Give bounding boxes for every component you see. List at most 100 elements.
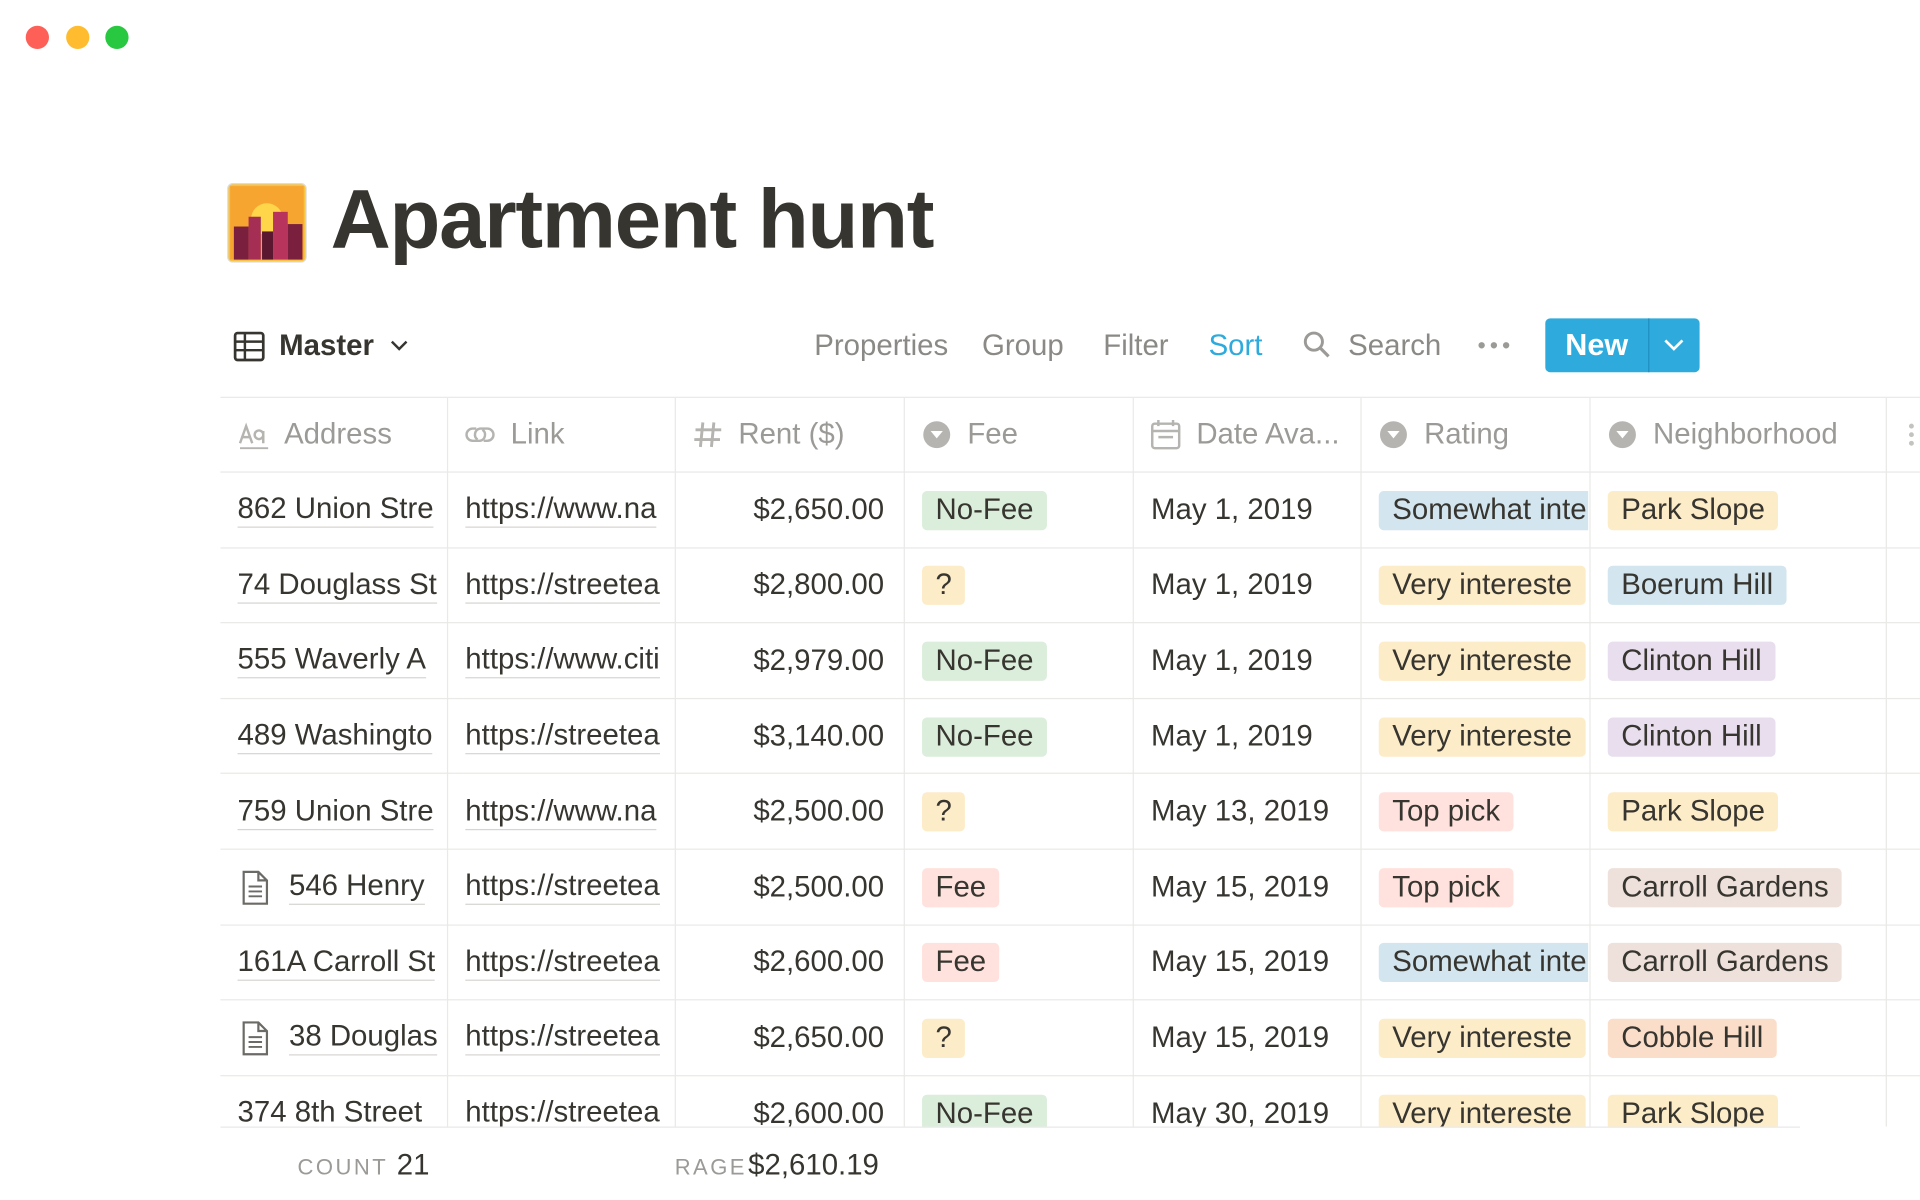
- properties-button[interactable]: Properties: [814, 329, 949, 363]
- column-divider: [446, 397, 449, 1127]
- neighborhood-tag: Carroll Gardens: [1607, 943, 1843, 983]
- column-name: Fee: [967, 417, 1018, 451]
- filter-button[interactable]: Filter: [1103, 329, 1169, 363]
- fee-tag: ?: [922, 566, 966, 606]
- address-text[interactable]: 489 Washingto: [237, 719, 433, 755]
- link-cell: https://www.citi: [447, 623, 692, 698]
- rating-cell: Somewhat inte: [1360, 473, 1589, 548]
- table-top-border: [220, 396, 1920, 398]
- new-button[interactable]: New: [1565, 328, 1629, 363]
- view-chevron[interactable]: [389, 337, 409, 354]
- rating-tag: Very intereste: [1378, 1018, 1586, 1058]
- neighborhood-tag: Cobble Hill: [1607, 1018, 1777, 1058]
- link-text[interactable]: https://streetea: [465, 719, 660, 755]
- rating-cell: Very intereste: [1360, 1001, 1588, 1076]
- link-text[interactable]: https://streetea: [465, 1021, 660, 1057]
- address-text[interactable]: 74 Douglass St: [237, 568, 437, 604]
- link-cell: https://streetea: [447, 850, 692, 925]
- fee-tag: No-Fee: [922, 717, 1047, 757]
- date-text: May 30, 2019: [1151, 1096, 1330, 1127]
- column-header[interactable]: Link: [447, 398, 675, 471]
- minimize-button[interactable]: [66, 25, 90, 49]
- date-cell: May 15, 2019: [1133, 1001, 1378, 1076]
- close-button[interactable]: [25, 25, 49, 49]
- address-text[interactable]: 759 Union Stre: [237, 794, 434, 830]
- fee-cell: No-Fee: [904, 1076, 1132, 1127]
- column-type-icon: [1380, 421, 1407, 449]
- rent-cell: $2,650.00: [675, 473, 903, 548]
- address-text[interactable]: 555 Waverly A: [237, 643, 426, 679]
- search-icon[interactable]: [1303, 331, 1332, 360]
- address-text[interactable]: 546 Henry: [288, 870, 425, 906]
- neighborhood-cell: Carroll Gardens: [1589, 850, 1884, 925]
- link-text[interactable]: https://www.na: [465, 794, 657, 830]
- neighborhood-cell: Boerum Hill: [1589, 548, 1884, 623]
- rating-tag: Top pick: [1378, 792, 1514, 832]
- column-header[interactable]: Rating: [1360, 398, 1589, 471]
- date-cell: May 1, 2019: [1133, 699, 1378, 774]
- rating-tag: Very intereste: [1378, 717, 1586, 757]
- rent-cell: $2,650.00: [675, 1001, 903, 1076]
- new-dropdown[interactable]: [1663, 337, 1685, 354]
- link-cell: https://streetea: [447, 548, 692, 623]
- more-button[interactable]: [1477, 339, 1514, 351]
- column-name: Rating: [1424, 417, 1510, 451]
- column-header[interactable]: Date Ava...: [1133, 398, 1361, 471]
- page-title: Apartment hunt: [330, 172, 935, 266]
- date-cell: May 1, 2019: [1133, 548, 1378, 623]
- neighborhood-cell: Cobble Hill: [1589, 1001, 1884, 1076]
- link-text[interactable]: https://www.na: [465, 493, 657, 529]
- date-text: May 1, 2019: [1151, 719, 1313, 753]
- link-text[interactable]: https://streetea: [465, 568, 660, 604]
- link-text[interactable]: https://streetea: [465, 945, 660, 981]
- link-cell: https://www.na: [447, 473, 692, 548]
- date-cell: May 13, 2019: [1133, 774, 1378, 849]
- address-text[interactable]: 161A Carroll St: [237, 945, 436, 981]
- column-name: Date Ava...: [1196, 417, 1340, 451]
- rating-cell: Very intereste: [1360, 548, 1588, 623]
- row-divider: [220, 999, 1920, 1001]
- address-text[interactable]: 862 Union Stre: [237, 493, 434, 529]
- address-text[interactable]: 38 Douglas: [288, 1021, 438, 1057]
- neighborhood-tag: Clinton Hill: [1607, 717, 1776, 757]
- fee-cell: Fee: [904, 925, 1132, 1000]
- date-text: May 1, 2019: [1151, 644, 1313, 678]
- link-cell: https://streetea: [447, 1076, 692, 1126]
- fee-cell: ?: [904, 1001, 1132, 1076]
- fee-tag: No-Fee: [922, 490, 1047, 530]
- column-header[interactable]: Rent ($): [675, 398, 904, 471]
- link-cell: https://www.na: [447, 774, 692, 849]
- rent-cell: $2,800.00: [675, 548, 903, 623]
- link-text[interactable]: https://www.citi: [465, 643, 660, 679]
- column-header[interactable]: Address: [220, 398, 447, 471]
- rent-cell: $2,600.00: [675, 925, 903, 1000]
- neighborhood-tag: Park Slope: [1607, 792, 1779, 832]
- column-header[interactable]: Fee: [904, 398, 1133, 471]
- sort-button[interactable]: Sort: [1208, 329, 1263, 363]
- rent-text: $2,800.00: [753, 568, 885, 602]
- table-bottom-border: [220, 1126, 1801, 1128]
- column-divider: [1589, 397, 1591, 1127]
- rating-tag: Somewhat inte: [1378, 490, 1589, 530]
- column-divider: [1132, 397, 1134, 1127]
- date-text: May 15, 2019: [1151, 1021, 1330, 1055]
- group-button[interactable]: Group: [982, 329, 1064, 363]
- row-divider: [220, 848, 1920, 850]
- rating-tag: Very intereste: [1378, 1094, 1586, 1127]
- view-selector[interactable]: Master: [279, 329, 374, 363]
- rating-cell: Very intereste: [1360, 1076, 1588, 1127]
- neighborhood-cell: Park Slope: [1589, 473, 1884, 548]
- zoom-button[interactable]: [105, 25, 129, 49]
- link-text[interactable]: https://streetea: [465, 870, 660, 906]
- address-text[interactable]: 374 8th Street: [238, 1096, 423, 1126]
- new-button-group: New: [1545, 318, 1700, 373]
- column-header[interactable]: Neighborhood: [1589, 398, 1885, 471]
- fee-cell: ?: [904, 774, 1132, 849]
- neighborhood-cell: Carroll Gardens: [1589, 925, 1884, 1000]
- link-text[interactable]: https://streetea: [465, 1096, 659, 1126]
- fee-cell: ?: [904, 548, 1132, 623]
- address-cell: 862 Union Stre: [220, 473, 462, 548]
- search-button[interactable]: Search: [1348, 329, 1442, 363]
